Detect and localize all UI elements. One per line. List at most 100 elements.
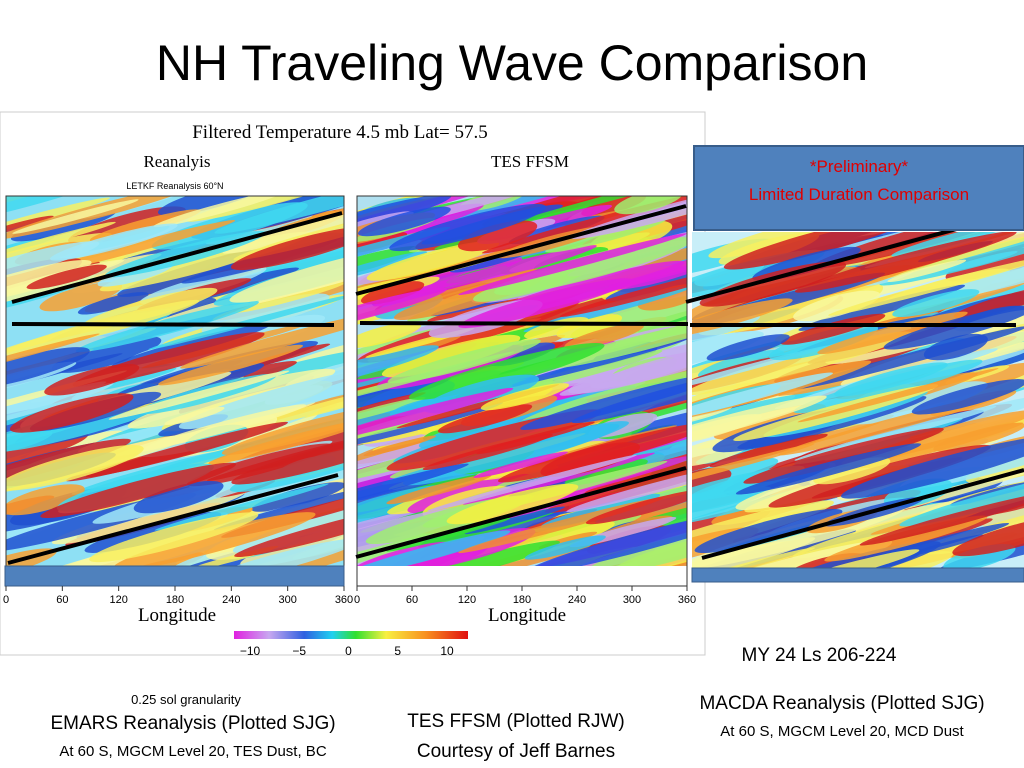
heatmap-blob [108, 370, 290, 420]
heatmap-blob [12, 199, 139, 234]
cover-box [4, 565, 345, 587]
heatmap-blob [222, 211, 344, 254]
heatmap-blob [458, 278, 632, 329]
heatmap-blob [500, 196, 687, 228]
heatmap-blob [214, 196, 344, 234]
heatmap-blob [694, 508, 843, 554]
heatmap-blob [357, 196, 452, 244]
heatmap-blob [6, 445, 144, 491]
heatmap-blob [559, 263, 687, 317]
heatmap-blob [360, 281, 425, 305]
heatmap-blob [464, 506, 565, 535]
heatmap-blob [408, 343, 605, 400]
x-tick-label: 120 [458, 594, 476, 606]
heatmap-blob [813, 457, 891, 485]
heatmap-blob [798, 284, 966, 331]
colorbar [234, 631, 468, 639]
heatmap-blob [221, 403, 344, 455]
heatmap-blob [357, 206, 451, 237]
period-label: MY 24 Ls 206-224 [742, 645, 897, 666]
heatmap-blob [357, 287, 447, 332]
heatmap-blob [180, 309, 344, 369]
x-tick-label: 0 [3, 594, 9, 606]
x-tick-label: 360 [678, 594, 696, 606]
heatmap-blob [723, 232, 916, 270]
heatmap-blob [692, 395, 827, 453]
heatmap-blob [614, 196, 684, 215]
slide-title: NH Traveling Wave Comparison [156, 35, 868, 91]
heatmap-blob [859, 491, 1024, 546]
heatmap-blob [231, 430, 344, 485]
heatmap-blob [797, 368, 999, 423]
heatmap-blob [446, 483, 579, 525]
note-text: *Preliminary* [810, 157, 909, 176]
heatmap-blob [157, 196, 268, 216]
heatmap-blob [357, 251, 428, 283]
heatmap-blob [77, 292, 149, 315]
heatmap-blob [590, 341, 687, 389]
heatmap-blob [425, 196, 620, 226]
heatmap-blob [6, 215, 54, 237]
panel-middle [357, 196, 687, 566]
heatmap-blob [892, 289, 980, 318]
heatmap-blob [427, 421, 629, 479]
heatmap-blob [564, 323, 644, 349]
heatmap-blob [911, 379, 1024, 415]
x-tick-label: 120 [109, 594, 127, 606]
x-tick-label: 240 [568, 594, 586, 606]
x-axis-label: Longitude [488, 605, 566, 626]
heatmap-blob [584, 524, 687, 566]
heatmap-blob [148, 294, 344, 350]
heatmap-blob [178, 365, 344, 430]
heatmap-blob [692, 467, 732, 496]
heatmap-blob [692, 443, 815, 494]
heatmap-blob [357, 387, 514, 441]
heatmap-blob [817, 311, 968, 355]
heatmap-blob [692, 486, 772, 528]
heatmap-blob [458, 233, 687, 296]
heatmap-blob [366, 240, 500, 281]
heatmap-blob [389, 203, 547, 252]
heatmap-blob [953, 282, 1024, 318]
note-box [693, 145, 1024, 231]
panel-subtitle: LETKF Reanalysis 60°N [126, 181, 223, 191]
heatmap-blob [692, 372, 833, 422]
heatmap-blob [437, 404, 533, 434]
panel-title: Reanalyis [143, 152, 210, 171]
heatmap-blob [933, 422, 1024, 452]
heatmap-blob [213, 485, 344, 531]
x-tick-label: 180 [513, 594, 531, 606]
phase-lines [7, 204, 1024, 565]
heatmap-blob [357, 322, 422, 349]
colorbar-tick-label: 5 [394, 644, 401, 658]
heatmap-blob [780, 313, 886, 345]
heatmap-blob [357, 530, 511, 566]
heatmap-blob [709, 433, 828, 468]
heatmap-blob [457, 220, 538, 252]
heatmap-blob [473, 451, 568, 478]
heatmap-blob [476, 421, 595, 455]
x-axis-label: Longitude [138, 605, 216, 626]
heatmap-blob [692, 547, 816, 572]
heatmap-blob [230, 226, 344, 271]
heatmap-blob [386, 474, 492, 505]
heatmap-blob [6, 221, 116, 257]
heatmap-blob [81, 287, 218, 329]
heatmap-blob [883, 305, 1024, 350]
heatmap-blob [357, 463, 469, 522]
x-tick-label: 0 [354, 594, 360, 606]
heatmap-blob [523, 510, 687, 566]
heatmap-blob [6, 484, 85, 516]
heatmap-blob [133, 480, 224, 514]
heatmap-blob [357, 345, 439, 388]
heatmap-blob [887, 259, 967, 282]
heatmap-blob [793, 290, 881, 322]
heatmap-blob [97, 367, 177, 391]
heatmap-blob [923, 333, 988, 361]
heatmap-blob [589, 220, 673, 253]
heatmap-blob [164, 406, 225, 425]
heatmap-blob [386, 517, 511, 552]
note-text: Limited Duration Comparison [749, 185, 969, 204]
heatmap-blob [50, 223, 178, 261]
